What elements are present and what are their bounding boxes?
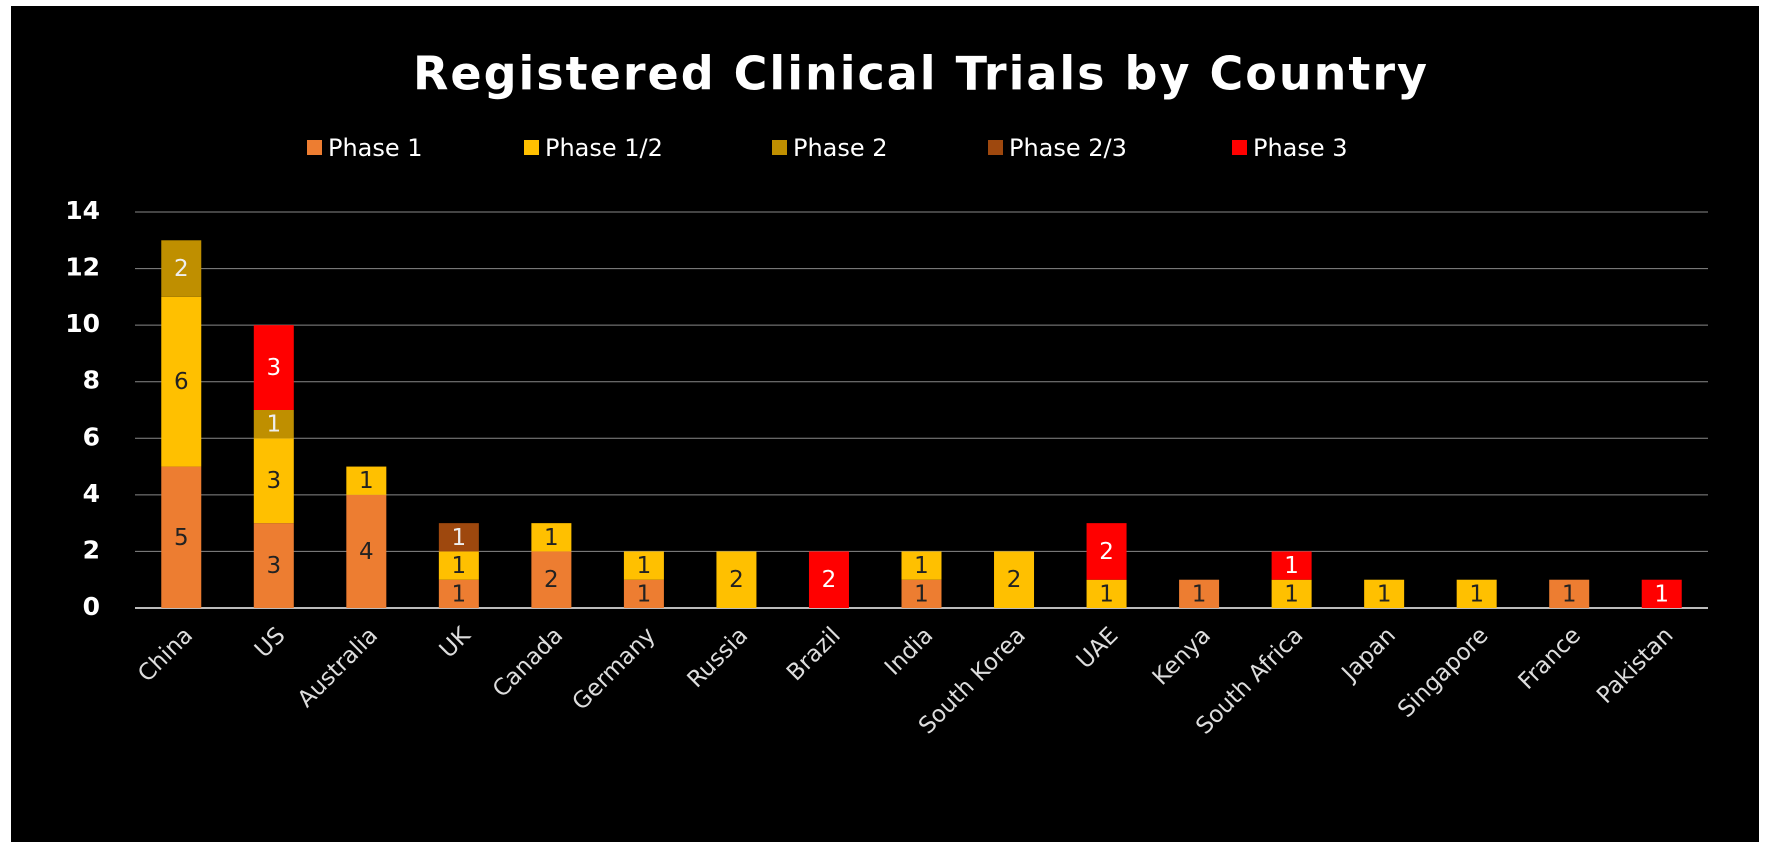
data-label: 1: [544, 525, 559, 551]
y-tick-label: 10: [65, 309, 100, 338]
data-label: 1: [637, 553, 652, 579]
legend-label: Phase 3: [1253, 134, 1348, 162]
data-label: 2: [1099, 539, 1114, 565]
bar-segment: [161, 240, 202, 297]
bar-segment: [1549, 579, 1590, 608]
bar-segment: [1456, 579, 1497, 608]
data-label: 1: [452, 553, 467, 579]
legend-swatch: [772, 140, 787, 155]
data-label: 1: [1284, 553, 1299, 579]
data-label: 2: [1007, 567, 1022, 593]
y-tick-label: 2: [83, 535, 100, 564]
data-label: 1: [914, 553, 929, 579]
bar-segment: [1641, 579, 1682, 608]
bar-segment: [346, 466, 387, 495]
bar-segment: [161, 466, 202, 608]
legend-label: Phase 2: [793, 134, 888, 162]
y-tick-label: 6: [83, 422, 100, 451]
data-label: 1: [637, 581, 652, 607]
bar-segment: [253, 325, 294, 410]
bar-segment: [1086, 523, 1127, 580]
data-label: 1: [914, 581, 929, 607]
legend-label: Phase 1: [328, 134, 423, 162]
y-tick-label: 12: [65, 253, 100, 282]
bar-segment: [531, 523, 572, 552]
data-label: 1: [1654, 581, 1669, 607]
bar-segment: [623, 551, 664, 580]
bar-segment: [1179, 579, 1220, 608]
data-label: 1: [452, 525, 467, 551]
data-label: 1: [1192, 581, 1207, 607]
data-label: 6: [174, 369, 189, 395]
data-label: 1: [1469, 581, 1484, 607]
bar-segment: [1086, 579, 1127, 608]
bar-segment: [808, 551, 849, 608]
bar-segment: [994, 551, 1035, 608]
data-label: 1: [1284, 581, 1299, 607]
data-label: 2: [729, 567, 744, 593]
bar-segment: [438, 551, 479, 580]
bar-segment: [346, 494, 387, 608]
bar-segment: [1271, 579, 1312, 608]
data-label: 1: [452, 581, 467, 607]
chart-title: Registered Clinical Trials by Country: [413, 47, 1429, 101]
data-label: 3: [266, 468, 281, 494]
y-tick-label: 0: [83, 592, 100, 621]
bar-segment: [901, 551, 942, 580]
bar-segment: [253, 438, 294, 524]
data-label: 2: [174, 256, 189, 282]
bar-segment: [531, 551, 572, 608]
data-label: 1: [1099, 581, 1114, 607]
y-tick-label: 4: [83, 479, 100, 508]
bar-segment: [1271, 551, 1312, 580]
y-tick-label: 8: [83, 366, 100, 395]
data-label: 2: [544, 567, 559, 593]
bar-segment: [438, 523, 479, 552]
legend-label: Phase 2/3: [1009, 134, 1127, 162]
legend-swatch: [524, 140, 539, 155]
bar-segment: [253, 410, 294, 439]
legend-swatch: [1232, 140, 1247, 155]
data-label: 3: [266, 553, 281, 579]
bar-segment: [253, 523, 294, 608]
y-tick-label: 14: [65, 196, 100, 225]
bar-segment: [161, 296, 202, 467]
data-label: 1: [1377, 581, 1392, 607]
bar-segment: [623, 579, 664, 608]
bar-segment: [901, 579, 942, 608]
background: [11, 6, 1759, 842]
data-label: 5: [174, 525, 189, 551]
data-label: 1: [266, 412, 281, 438]
data-label: 3: [266, 355, 281, 381]
legend-label: Phase 1/2: [545, 134, 663, 162]
legend-swatch: [988, 140, 1003, 155]
data-label: 1: [359, 468, 374, 494]
data-label: 2: [822, 567, 837, 593]
data-label: 1: [1562, 581, 1577, 607]
bar-segment: [438, 579, 479, 608]
bar-segment: [716, 551, 757, 608]
legend-swatch: [307, 140, 322, 155]
data-label: 4: [359, 539, 374, 565]
bar-segment: [1364, 579, 1405, 608]
